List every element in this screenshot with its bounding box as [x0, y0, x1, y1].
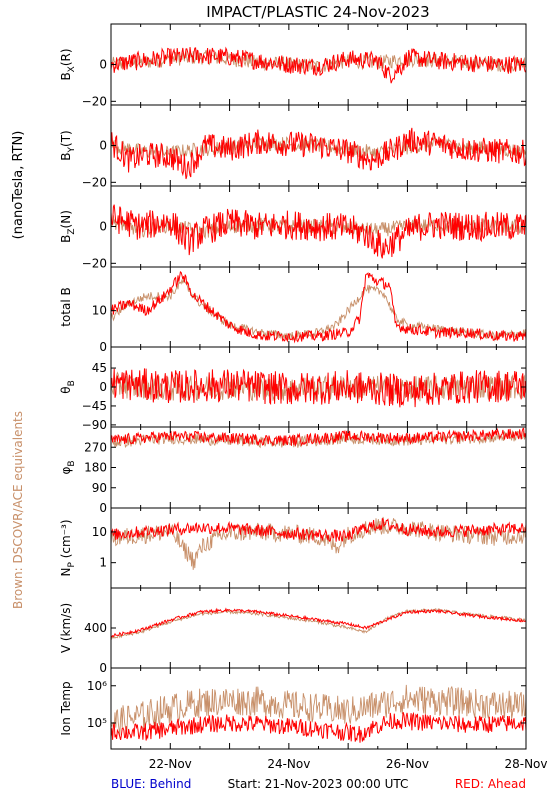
footer-ahead-label: RED: Ahead [455, 777, 526, 791]
y-tick-label-btot: 10 [92, 304, 107, 318]
y-tick-label-temp: 10⁶ [87, 679, 107, 693]
x-tick-labels: 22-Nov 24-Nov 26-Nov 28-Nov [149, 757, 548, 771]
series-ahead-np [111, 518, 526, 543]
y-tick-label-phi: 270 [84, 440, 107, 454]
y-axis-label-temp: Ion Temp [59, 681, 73, 735]
series-ahead-theta [111, 368, 526, 408]
y-axis-label-v: V (km/s) [59, 603, 73, 653]
x-tick-label: 26-Nov [386, 757, 429, 771]
panel-temp: 10⁶ 10⁵ Ion Temp [59, 667, 527, 750]
y-tick-label-bz: 0 [99, 220, 107, 234]
series-brown-btot [111, 278, 526, 342]
brown-legend-side-label: Brown: DSCOVR/ACE equivalents [11, 411, 25, 609]
series-ahead-bz [111, 204, 526, 259]
footer-start-label: Start: 21-Nov-2023 00:00 UTC [228, 777, 409, 791]
y-tick-label-phi: 180 [84, 461, 107, 475]
y-tick-label-by: 0 [99, 139, 107, 153]
y-axis-label-phi: φB [59, 460, 77, 474]
y-axis-label-bz: BZ(N) [59, 210, 77, 243]
y-axis-label-bx: BX(R) [59, 48, 77, 80]
y-tick-label-np: 10 [92, 525, 107, 539]
series-ahead-bx [111, 46, 526, 84]
series-brown-by [111, 135, 526, 160]
panel-btot: 0 10 total B [59, 266, 527, 354]
panel-frame-np [110, 507, 527, 589]
panel-by: 0 −20 BY(T) [59, 104, 527, 189]
series-brown-np [111, 516, 526, 570]
y-tick-label-phi: 0 [99, 501, 107, 515]
y-tick-label-np: 1 [99, 556, 107, 570]
series-ahead-v [111, 607, 526, 638]
series-ahead-temp [111, 711, 526, 743]
y-tick-label-bx: −20 [82, 94, 107, 108]
y-tick-label-temp: 10⁵ [87, 716, 107, 730]
panel-np: 10 1 NP (cm⁻³) [59, 507, 527, 589]
x-tick-label: 28-Nov [504, 757, 547, 771]
y-tick-label-v: 400 [84, 621, 107, 635]
y-tick-label-v: 0 [99, 661, 107, 675]
y-tick-label-by: −20 [82, 175, 107, 189]
series-ahead-btot [111, 271, 526, 344]
y-tick-label-btot: 0 [99, 340, 107, 354]
y-axis-label-np: NP (cm⁻³) [59, 519, 77, 576]
units-side-label: (nanoTesla, RTN) [11, 131, 26, 240]
panel-v: 400 0 V (km/s) [59, 587, 527, 675]
y-axis-label-by: BY(T) [59, 130, 77, 160]
panel-bx: 0 −20 BX(R) [59, 23, 527, 108]
series-brown-temp [111, 684, 526, 736]
y-tick-label-theta: 45 [92, 361, 107, 375]
footer-behind-label: BLUE: Behind [111, 777, 191, 791]
chart-title: IMPACT/PLASTIC 24-Nov-2023 [206, 3, 429, 21]
y-tick-label-bx: 0 [99, 58, 107, 72]
y-tick-label-bz: −20 [82, 256, 107, 270]
panel-phi: 270 180 90 0 φB [59, 426, 527, 515]
series-brown-v [111, 608, 526, 640]
y-axis-label-btot: total B [59, 287, 73, 327]
y-axis-label-theta: θB [59, 380, 77, 394]
y-tick-label-theta: −90 [82, 418, 107, 432]
x-tick-label: 22-Nov [149, 757, 192, 771]
x-tick-label: 24-Nov [267, 757, 310, 771]
y-tick-label-phi: 90 [92, 481, 107, 495]
series-ahead-by [111, 127, 526, 180]
series-ahead-phi [111, 427, 526, 447]
panel-theta: 45 0 −45 −90 θB [59, 346, 527, 432]
y-tick-label-theta: −45 [82, 399, 107, 413]
panel-bz: 0 −20 BZ(N) [59, 185, 527, 270]
y-tick-label-theta: 0 [99, 380, 107, 394]
panel-frame-v [110, 587, 527, 669]
